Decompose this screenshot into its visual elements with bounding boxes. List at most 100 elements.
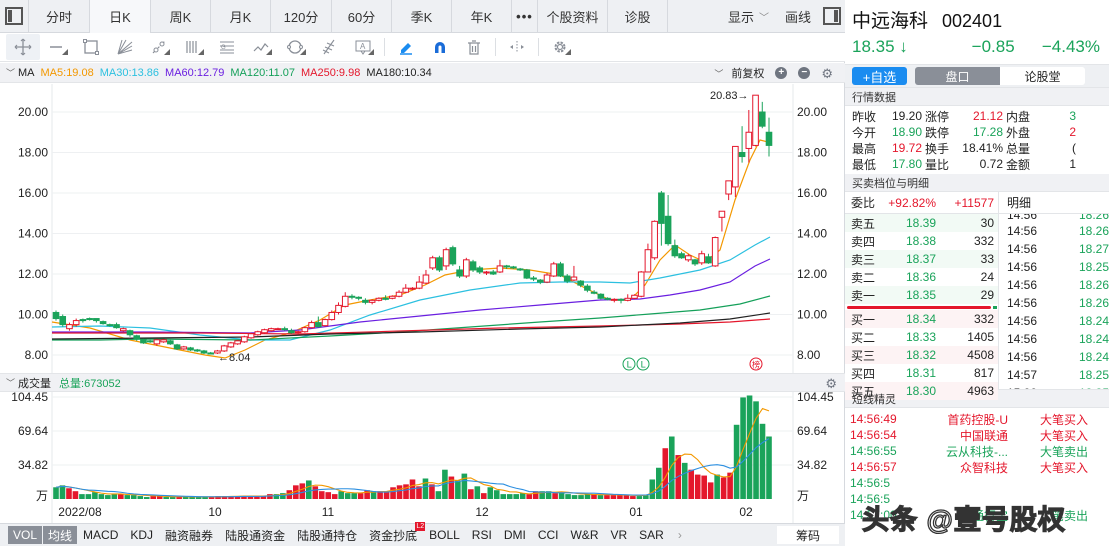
detail-time: 14:56: [1007, 242, 1038, 256]
alert-row[interactable]: 14:56:54 中国联通 大笔买入: [850, 427, 1104, 443]
tab-2[interactable]: 周K: [151, 0, 211, 33]
text-block-tool[interactable]: G: [210, 34, 244, 60]
segment-tool[interactable]: [142, 34, 176, 60]
indicator-13[interactable]: VR: [610, 528, 628, 542]
indicator-4[interactable]: 融资融券: [165, 528, 214, 543]
tab-8[interactable]: •••: [512, 0, 538, 33]
zoom-out-icon[interactable]: −: [798, 67, 811, 79]
chevron-down-icon: ﹀: [714, 68, 724, 79]
move-tool[interactable]: [6, 34, 40, 60]
magnet-tool[interactable]: [423, 34, 457, 60]
indicator-14[interactable]: SAR: [639, 528, 664, 542]
add-watchlist-button[interactable]: +自选: [852, 67, 907, 85]
volume-label: 成交量: [18, 377, 52, 390]
draw-lines-button[interactable]: 画线: [777, 7, 819, 26]
settings-tool[interactable]: [543, 34, 577, 60]
details-title: 明细: [999, 192, 1109, 214]
rank-marker-icon[interactable]: 榜: [749, 357, 763, 371]
y-axis-label: 18.00: [18, 146, 48, 160]
indicator-11[interactable]: CCI: [537, 528, 559, 542]
rect-tool[interactable]: [74, 34, 108, 60]
candle: [267, 328, 275, 332]
level-label: 卖五: [851, 216, 876, 231]
quote-row: 今开 18.90 跌停 17.28 外盘 2: [852, 124, 1102, 140]
right-panel-toggle[interactable]: [819, 0, 845, 33]
tab-9[interactable]: 个股资料: [538, 0, 608, 33]
indicator-3[interactable]: KDJ: [130, 528, 154, 542]
indicator-8[interactable]: BOLL: [429, 528, 460, 542]
fan-tool[interactable]: [108, 34, 142, 60]
l-marker-icon[interactable]: L: [622, 357, 636, 371]
sell-level-row: 卖四 18.38 332: [845, 232, 998, 250]
indicator-1[interactable]: 均线: [43, 526, 78, 544]
more-indicators-arrow[interactable]: ›: [677, 528, 682, 542]
candle: [698, 253, 706, 264]
display-dropdown[interactable]: 显示 ﹀: [720, 7, 777, 26]
volume-chart[interactable]: 104.45 104.45 69.64 69.64 34.82 34.82 万 万 2022/0…: [0, 392, 845, 523]
adjust-mode-dropdown[interactable]: 前复权: [731, 68, 765, 80]
trade-details[interactable]: 明细 14:56 18.26 14:56 18.26 14:56 18.27 14:56 18…: [999, 192, 1109, 389]
candle: [429, 257, 436, 269]
tab-10[interactable]: 诊股: [608, 0, 668, 33]
alert-row[interactable]: 14:56:55 云从科技-... 大笔卖出: [850, 443, 1104, 459]
zoom-in-icon[interactable]: +: [775, 67, 788, 79]
tab-4[interactable]: 120分: [271, 0, 332, 33]
alert-row[interactable]: 14:56:5: [850, 491, 1104, 507]
indicator-5[interactable]: 陆股通资金: [225, 528, 286, 543]
tab-0[interactable]: 分时: [29, 0, 90, 33]
indicator-12[interactable]: W&R: [570, 528, 599, 542]
indicator-0[interactable]: VOL: [8, 526, 43, 544]
tab-order-book[interactable]: 盘口: [915, 67, 1000, 85]
candle: [705, 256, 712, 264]
tab-forum[interactable]: 论股堂: [1000, 67, 1085, 85]
gear-icon[interactable]: ⚙: [821, 65, 833, 81]
quote-cell: 19.72: [891, 141, 922, 155]
volume-bar: [137, 496, 144, 499]
circle-tool[interactable]: [278, 34, 312, 60]
line-tool[interactable]: [40, 34, 74, 60]
alert-row[interactable]: 14:56:57 众智科技 大笔买入: [850, 459, 1104, 475]
highlighter-tool[interactable]: [389, 34, 423, 60]
split-tool[interactable]: [500, 34, 534, 60]
detail-price: 18.26: [1078, 296, 1109, 310]
detail-row: 14:57 18.25: [999, 366, 1109, 384]
trash-tool[interactable]: [457, 34, 491, 60]
alert-row[interactable]: 14:56:5: [850, 475, 1104, 491]
detail-price: 18.26: [1078, 214, 1109, 222]
volume-bar: [636, 496, 643, 499]
detail-price: 18.24: [1078, 332, 1109, 346]
alert-row[interactable]: 14:57:00 通行宝 大笔卖出: [850, 507, 1104, 523]
candlestick-chart[interactable]: 20.00 20.00 18.00 18.00 16.00 16.00 14.00 14.00…: [0, 84, 845, 373]
candle: [106, 324, 114, 327]
ma-label[interactable]: MA: [18, 66, 35, 79]
volume-bar: [299, 483, 306, 499]
annotation-tool[interactable]: A: [346, 34, 380, 60]
indicator-6[interactable]: 陆股通持仓: [297, 528, 358, 543]
indicator-10[interactable]: DMI: [503, 528, 526, 542]
alert-row[interactable]: 14:56:49 首药控股-U 大笔买入: [850, 411, 1104, 427]
chip-distribution-button[interactable]: 筹码: [777, 526, 839, 544]
l-marker-icon[interactable]: L: [636, 357, 650, 371]
x-axis-label: 2022/08: [58, 505, 102, 519]
indicator-2[interactable]: MACD: [83, 528, 119, 542]
volume-bar: [163, 497, 169, 499]
indicator-7[interactable]: 资金抄底 L2: [369, 522, 426, 543]
chevron-down-icon[interactable]: ﹀: [6, 68, 16, 78]
pitchfork-tool[interactable]: [312, 34, 346, 60]
level-price: 18.32: [905, 348, 936, 362]
left-panel-toggle[interactable]: [0, 0, 29, 33]
tab-3[interactable]: 月K: [211, 0, 271, 33]
l2-badge: L2: [415, 522, 426, 531]
volume-bar: [273, 494, 280, 499]
toolbar-divider: [538, 38, 539, 56]
chevron-down-icon[interactable]: ﹀: [6, 378, 16, 388]
polyline-tool[interactable]: [244, 34, 278, 60]
tab-5[interactable]: 60分: [332, 0, 392, 33]
vertical-lines-tool[interactable]: [176, 34, 210, 60]
tab-6[interactable]: 季K: [392, 0, 452, 33]
y-axis-label: 12.00: [18, 267, 48, 281]
gear-icon[interactable]: ⚙: [825, 376, 837, 391]
indicator-9[interactable]: RSI: [471, 528, 492, 542]
tab-1[interactable]: 日K: [90, 0, 151, 33]
tab-7[interactable]: 年K: [452, 0, 512, 33]
